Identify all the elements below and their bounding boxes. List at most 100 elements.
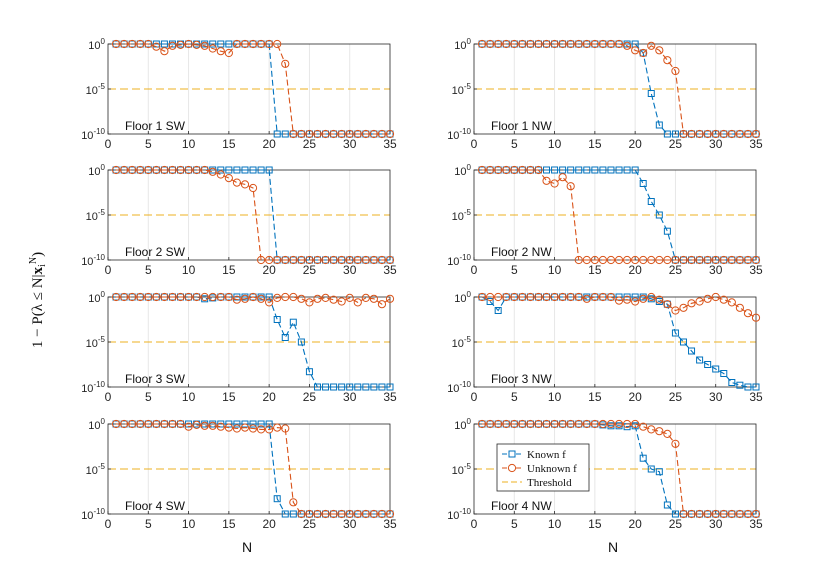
known-point	[543, 166, 551, 174]
y-tick-label: 100	[454, 417, 471, 432]
known-point	[225, 166, 233, 174]
unknown-point	[224, 174, 233, 183]
unknown-point	[566, 419, 575, 429]
unknown-series-line	[116, 169, 390, 261]
x-tick-label: 0	[105, 390, 112, 404]
y-tick-label: 10-10	[447, 380, 471, 395]
unknown-point	[305, 129, 314, 139]
x-tick-label: 0	[471, 263, 478, 277]
unknown-point	[598, 292, 608, 302]
unknown-point	[663, 56, 672, 65]
legend-threshold: Threshold	[502, 477, 572, 489]
x-tick-label: 0	[105, 263, 112, 277]
x-tick-label: 20	[628, 263, 642, 277]
x-tick-label: 0	[471, 137, 478, 151]
unknown-point	[695, 509, 704, 519]
panel-title: Floor 1 NW	[491, 119, 552, 133]
known-point	[265, 293, 273, 301]
known-point	[663, 130, 671, 138]
unknown-point	[208, 421, 217, 430]
x-tick-label: 5	[145, 517, 152, 531]
known-point	[257, 166, 265, 174]
unknown-point	[582, 419, 591, 429]
unknown-point	[329, 295, 338, 304]
known-point	[217, 40, 225, 48]
unknown-point	[305, 509, 314, 519]
unknown-point	[248, 292, 258, 302]
x-axis-label-right: N	[608, 539, 618, 555]
known-point	[362, 383, 370, 391]
x-tick-label: 15	[588, 137, 602, 151]
legend-known: Known f	[502, 449, 566, 461]
unknown-point	[502, 165, 511, 175]
known-point	[322, 383, 330, 391]
unknown-point	[477, 165, 487, 175]
unknown-point	[321, 509, 330, 519]
x-tick-label: 0	[105, 137, 112, 151]
y-tick-label: 100	[454, 37, 471, 52]
unknown-point	[353, 255, 362, 265]
unknown-point	[647, 292, 656, 302]
y-tick-label: 10-5	[452, 335, 472, 350]
unknown-point	[361, 129, 370, 139]
unknown-point	[200, 165, 209, 175]
x-tick-label: 10	[548, 137, 562, 151]
unknown-point	[534, 39, 543, 49]
unknown-point	[703, 255, 712, 265]
unknown-point	[184, 422, 193, 431]
unknown-point	[598, 39, 608, 49]
unknown-point	[526, 419, 535, 429]
unknown-point	[663, 300, 672, 309]
unknown-point	[120, 292, 129, 302]
unknown-point	[160, 165, 169, 175]
unknown-point	[273, 255, 282, 265]
unknown-point	[687, 129, 696, 139]
x-tick-label: 5	[511, 263, 518, 277]
x-tick-label: 30	[343, 263, 357, 277]
x-tick-label: 30	[709, 517, 723, 531]
known-point	[281, 334, 289, 341]
unknown-point	[256, 294, 266, 303]
x-tick-label: 35	[383, 263, 397, 277]
unknown-point	[136, 292, 145, 302]
unknown-point	[240, 180, 250, 189]
unknown-point	[711, 292, 720, 302]
known-point	[607, 166, 615, 174]
unknown-point	[518, 39, 527, 49]
unknown-point	[598, 419, 608, 429]
unknown-point	[313, 255, 322, 265]
unknown-point	[152, 292, 161, 302]
unknown-series-line	[116, 423, 390, 515]
x-tick-label: 30	[343, 517, 357, 531]
known-point	[486, 298, 494, 305]
unknown-point	[486, 165, 495, 175]
unknown-point	[289, 255, 298, 265]
known-point	[225, 420, 233, 428]
unknown-point	[208, 292, 217, 302]
unknown-point	[518, 419, 527, 429]
x-tick-label: 35	[383, 390, 397, 404]
unknown-point	[526, 39, 535, 49]
unknown-point	[703, 294, 712, 303]
unknown-point	[606, 255, 616, 265]
unknown-point	[534, 165, 543, 175]
unknown-point	[735, 509, 744, 519]
unknown-point	[486, 419, 495, 429]
known-point	[330, 383, 338, 391]
unknown-point	[606, 419, 616, 429]
unknown-point	[208, 44, 217, 53]
legend-threshold-label: Threshold	[527, 477, 572, 489]
unknown-point	[663, 255, 672, 265]
unknown-point	[687, 299, 696, 308]
x-tick-label: 35	[749, 263, 763, 277]
y-tick-label: 100	[454, 163, 471, 178]
unknown-point	[582, 255, 591, 265]
unknown-point	[614, 39, 624, 49]
unknown-series-line	[482, 169, 756, 261]
unknown-point	[687, 509, 696, 519]
unknown-point	[574, 419, 583, 429]
unknown-point	[168, 41, 177, 50]
unknown-point	[353, 298, 362, 307]
unknown-point	[558, 39, 567, 49]
y-tick-label: 10-10	[447, 127, 471, 142]
